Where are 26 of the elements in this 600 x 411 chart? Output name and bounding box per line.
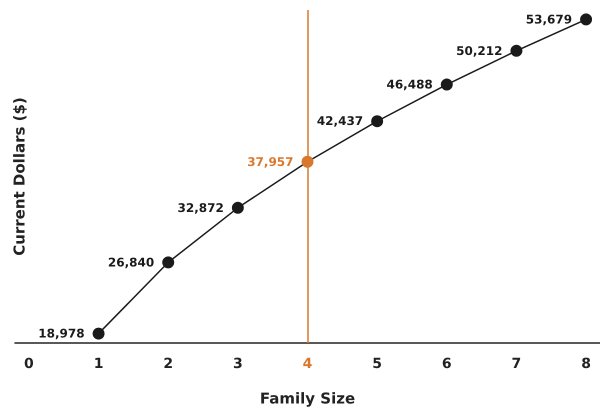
point [92, 328, 105, 340]
x-tick-label: 5 [372, 356, 382, 372]
point [510, 44, 522, 57]
y-axis-title: Current Dollars ($) [10, 97, 28, 256]
x-tick-label: 8 [581, 356, 591, 372]
data-label: 18,978 [38, 326, 85, 341]
point [440, 78, 453, 91]
x-tick-label: 1 [94, 356, 104, 372]
data-label: 32,872 [178, 200, 224, 215]
data-label: 53,679 [526, 12, 572, 26]
data-label: 46,488 [386, 78, 433, 92]
data-label: 50,212 [456, 44, 502, 58]
x-tick-label: 2 [163, 356, 174, 372]
x-tick-label: 0 [24, 356, 34, 372]
data-label: 37,957 [247, 154, 294, 169]
point [232, 202, 244, 214]
point [371, 115, 384, 128]
data-label: 42,437 [316, 114, 364, 128]
x-tick-label: 3 [232, 356, 243, 372]
point [162, 256, 174, 268]
x-tick-label: 4 [302, 356, 313, 372]
x-axis-title: Family Size [260, 390, 356, 408]
x-tick-label: 6 [442, 356, 452, 372]
point [580, 13, 592, 26]
x-tick-label: 7 [512, 356, 522, 372]
data-label: 26,840 [108, 255, 154, 270]
